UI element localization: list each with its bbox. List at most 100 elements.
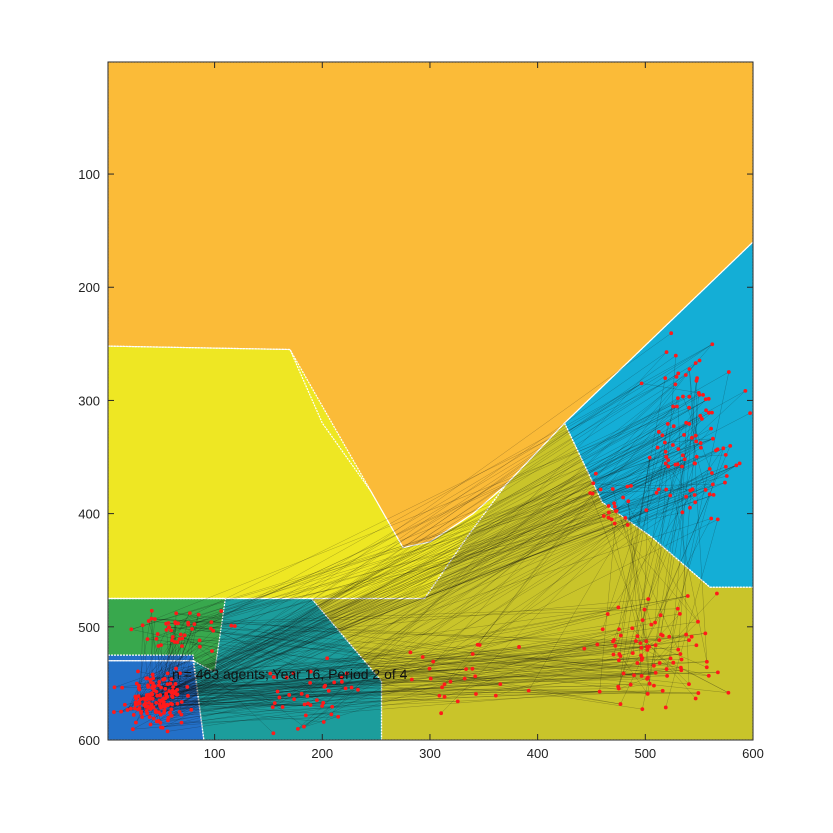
trajectory-line: [152, 638, 180, 684]
agent-point: [682, 457, 687, 462]
agent-point: [439, 711, 444, 716]
trajectory-line: [152, 456, 697, 699]
agent-point: [703, 488, 708, 492]
agent-point: [668, 656, 673, 661]
agent-point: [210, 649, 214, 653]
agent-point: [442, 682, 447, 687]
trajectory-line: [153, 653, 620, 679]
trajectory-line: [159, 463, 695, 683]
y-tick-label: 400: [78, 507, 100, 522]
region-blue: [564, 241, 753, 588]
trajectory-line: [146, 494, 714, 696]
agent-point: [169, 707, 174, 712]
trajectory-line: [172, 678, 648, 691]
agent-point: [673, 462, 678, 467]
agent-point: [654, 490, 659, 495]
trajectory-line: [664, 438, 713, 443]
agent-point: [640, 618, 645, 623]
agent-point: [704, 665, 709, 670]
trajectory-line: [654, 445, 731, 623]
agent-point: [149, 616, 154, 621]
trajectory-line: [148, 644, 656, 699]
agent-point: [169, 713, 174, 718]
trajectory-line: [127, 613, 191, 711]
trajectory-line: [130, 394, 704, 709]
agent-point: [132, 706, 137, 711]
ticks-layer: 100 200 300 400 500 600 100 200 300 400 500 600: [78, 62, 764, 761]
trajectory-line: [647, 378, 698, 694]
trajectory-line: [603, 448, 724, 517]
agent-point: [280, 705, 285, 709]
trajectory-line: [162, 623, 176, 680]
agent-point: [164, 628, 169, 632]
trajectory-line: [173, 668, 467, 688]
agent-point: [174, 611, 179, 616]
trajectory-line: [168, 463, 740, 719]
trajectory-line: [160, 629, 620, 707]
trajectory-line: [156, 355, 676, 722]
trajectory-line: [615, 390, 746, 512]
agent-point: [610, 487, 615, 491]
agent-point: [163, 686, 168, 691]
agent-point: [336, 714, 341, 719]
trajectory-line: [153, 646, 648, 679]
agent-point: [693, 361, 698, 366]
agent-point: [275, 689, 280, 694]
trajectory-line: [151, 681, 342, 705]
trajectory-line: [422, 468, 710, 658]
trajectory-line: [192, 625, 235, 630]
agent-point: [155, 693, 160, 698]
agent-point: [694, 454, 699, 459]
agent-point: [192, 622, 197, 627]
agent-point: [136, 669, 140, 674]
trajectory-line: [139, 675, 635, 709]
agent-point: [428, 676, 433, 681]
agent-point: [120, 685, 125, 690]
agent-point: [464, 667, 468, 672]
agent-point: [526, 688, 531, 693]
agent-point: [621, 495, 625, 500]
agent-point: [129, 627, 134, 632]
trajectory-line: [618, 431, 659, 689]
agent-point: [684, 420, 689, 425]
trajectory-line: [160, 645, 164, 707]
agent-point: [709, 471, 714, 475]
trajectory-line: [139, 344, 713, 690]
agent-point: [112, 685, 117, 690]
agent-point: [656, 429, 661, 434]
agent-point: [664, 487, 669, 492]
trajectory-line: [136, 437, 692, 684]
trajectory-line: [158, 685, 600, 692]
agent-point: [644, 639, 649, 644]
agent-point: [616, 686, 621, 691]
agent-point: [209, 620, 214, 624]
agent-point: [676, 396, 680, 401]
agent-point: [715, 670, 720, 675]
boundary-olive: [310, 422, 754, 741]
agent-point: [696, 691, 701, 695]
agent-point: [656, 487, 661, 492]
agent-point: [145, 711, 150, 716]
agent-point: [232, 624, 237, 628]
agent-point: [664, 350, 669, 355]
trajectory-line: [155, 661, 434, 713]
trajectory-line: [161, 598, 649, 646]
agent-point: [159, 725, 163, 730]
agent-point: [609, 517, 614, 522]
agent-point: [329, 712, 334, 717]
agent-point: [612, 521, 617, 526]
trajectory-line: [666, 371, 730, 670]
trajectory-line: [450, 665, 654, 682]
agent-point: [697, 392, 702, 397]
agent-point: [326, 688, 331, 693]
trajectory-line: [660, 459, 685, 635]
agent-point: [630, 626, 635, 631]
agent-point: [598, 487, 603, 492]
trajectory-line: [410, 468, 710, 653]
trajectory-line: [167, 636, 692, 674]
agent-point: [655, 445, 660, 450]
trajectory-line: [167, 683, 699, 694]
trajectory-line: [139, 489, 706, 704]
trajectory-line: [127, 459, 685, 711]
agent-point: [306, 701, 310, 706]
